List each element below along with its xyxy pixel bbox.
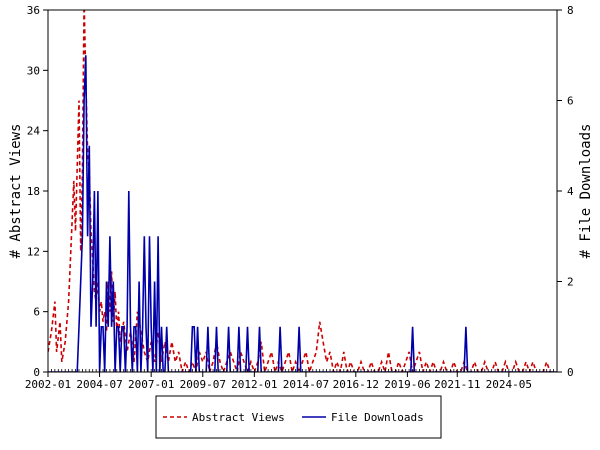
x-tick-label: 2012-01 xyxy=(231,378,277,391)
y-right-tick-label: 8 xyxy=(567,4,574,17)
x-tick-label: 2004-07 xyxy=(76,378,122,391)
x-tick-label: 2024-05 xyxy=(486,378,532,391)
y-left-tick-label: 0 xyxy=(33,366,40,379)
y-left-tick-label: 30 xyxy=(27,64,40,77)
y-left-tick-label: 6 xyxy=(33,306,40,319)
x-tick-label: 2021-11 xyxy=(434,378,480,391)
legend-label-abstract-views: Abstract Views xyxy=(192,411,285,424)
x-tick-label: 2014-07 xyxy=(283,378,329,391)
x-tick-label: 2016-12 xyxy=(333,378,379,391)
series-line-file-downloads xyxy=(48,55,557,372)
legend: Abstract Views File Downloads xyxy=(155,395,442,439)
plot-area xyxy=(48,10,557,372)
y-left-tick-label: 12 xyxy=(27,245,40,258)
x-tick-label: 2002-01 xyxy=(25,378,71,391)
left-axis: 0 6 12 18 24 30 36 xyxy=(27,4,48,379)
legend-box xyxy=(155,395,442,439)
x-tick-label: 2007-01 xyxy=(128,378,174,391)
x-axis: 2002-01 2004-07 2007-01 2009-07 2012-01 2014-… xyxy=(25,369,558,391)
y-right-tick-label: 4 xyxy=(567,185,574,198)
legend-label-file-downloads: File Downloads xyxy=(331,411,424,424)
x-tick-label: 2019-06 xyxy=(384,378,430,391)
x-tick-label: 2009-07 xyxy=(180,378,226,391)
y-right-tick-label: 2 xyxy=(567,276,574,289)
y-left-tick-label: 18 xyxy=(27,185,40,198)
y-axis-left-title: # Abstract Views xyxy=(8,124,24,259)
y-right-tick-label: 6 xyxy=(567,95,574,108)
y-left-tick-label: 36 xyxy=(27,4,40,17)
y-right-tick-label: 0 xyxy=(567,366,574,379)
right-axis: 0 2 4 6 8 xyxy=(557,4,574,379)
y-left-tick-label: 24 xyxy=(27,125,41,138)
y-axis-right-title: # File Downloads xyxy=(578,124,594,259)
